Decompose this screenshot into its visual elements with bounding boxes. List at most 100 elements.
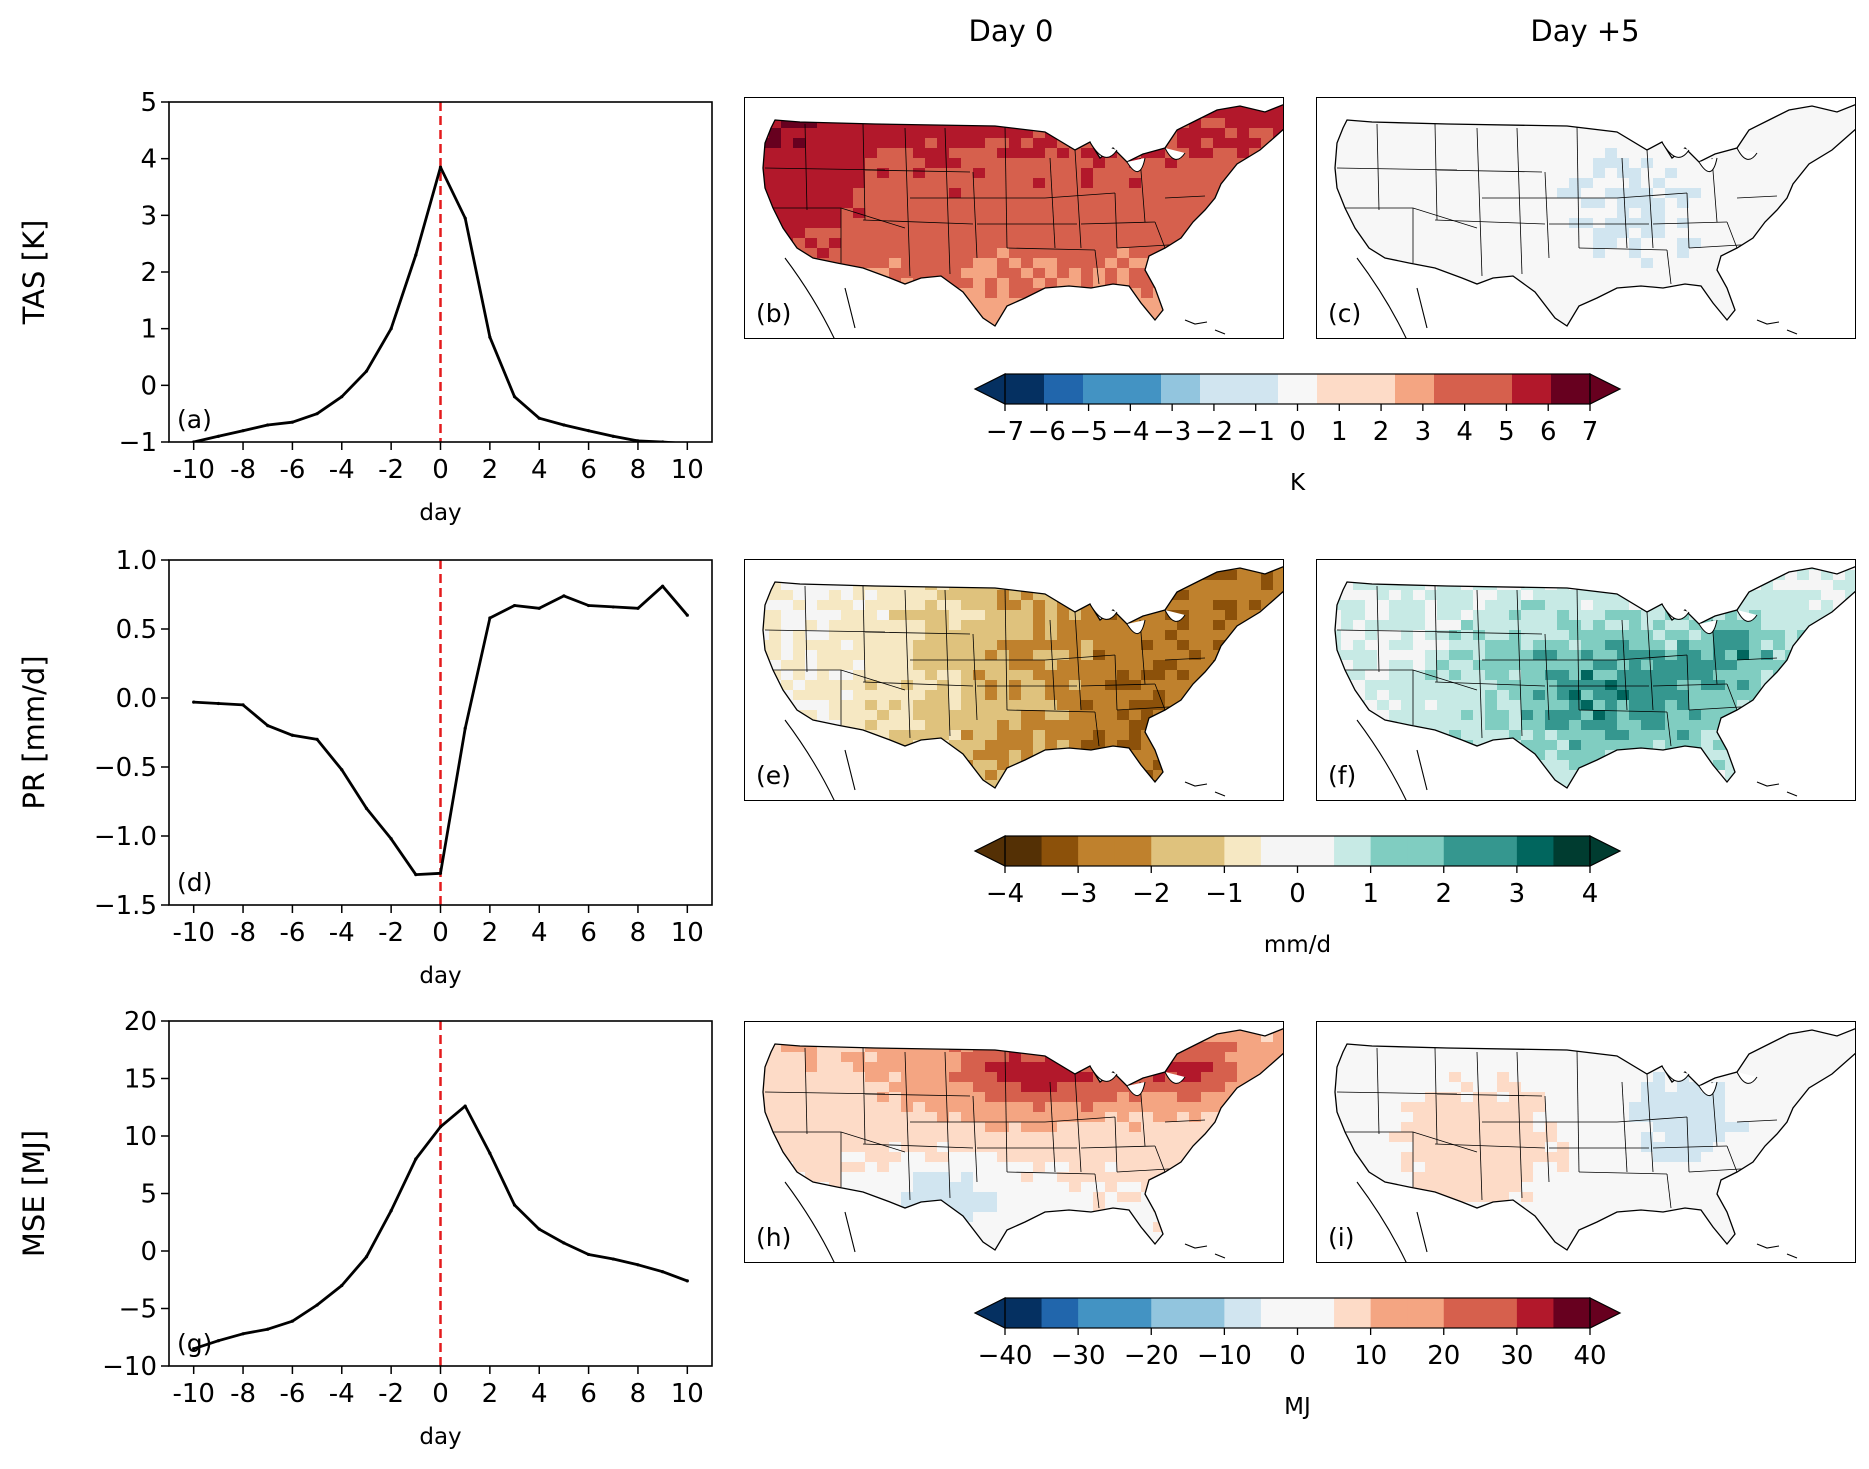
colorbar-bin-cb1: [1434, 374, 1474, 404]
mexico-coast-e: [784, 719, 856, 800]
colorbar-label-cb2: mm/d: [1264, 932, 1331, 958]
x-tick-label-d: -10: [172, 918, 214, 948]
colorbar-extend-high-cb3: [1589, 1297, 1622, 1329]
data-point-d: [216, 701, 220, 706]
panel-label-h: (h): [756, 1223, 792, 1252]
y-tick-label-d: 0.5: [116, 615, 157, 645]
colorbar-bin-cb3: [1297, 1298, 1335, 1328]
data-point-a: [586, 429, 591, 433]
colorbar-bin-cb2: [1297, 836, 1335, 866]
x-tick-label-d: 2: [482, 918, 499, 948]
colorbar-tick-label-cb1: 6: [1540, 417, 1557, 447]
data-point-g: [661, 1270, 665, 1274]
y-tick-label-g: −5: [119, 1295, 157, 1325]
x-tick-label-d: -6: [279, 918, 305, 948]
x-tick-label-a: 4: [531, 455, 548, 485]
data-point-g: [488, 1151, 492, 1155]
x-tick-label-d: -8: [230, 918, 256, 948]
colorbar-tick-label-cb1: −6: [1028, 417, 1066, 447]
data-point-d: [290, 733, 295, 737]
x-tick-label-d: 8: [630, 918, 647, 948]
great-lakes-b: [1089, 141, 1186, 172]
x-tick-label-g: 4: [531, 1379, 548, 1409]
colorbar-bin-cb1: [1239, 374, 1279, 404]
colorbar-tick-label-cb3: 30: [1500, 1341, 1533, 1371]
caribbean-islands-i: [1756, 1243, 1798, 1259]
colorbar-label-cb3: MJ: [1284, 1394, 1311, 1420]
great-lakes-i: [1661, 1065, 1758, 1096]
line-chart-d: −1.5 −1.0 −0.5 0.0 0.5 1.0 -10 -8 -6 -4 -2 0 2 4 6 8 10 d…: [17, 546, 713, 989]
panel-label-i: (i): [1328, 1223, 1355, 1252]
panel-label-d: (d): [177, 868, 212, 897]
data-point-d: [685, 613, 689, 617]
y-axis-label-a: TAS [K]: [17, 220, 51, 326]
y-tick-label-a: 0: [140, 371, 157, 401]
colorbar-bin-cb2: [1370, 836, 1408, 866]
colorbar-cb2: −4 −3 −2 −1 0 1 2 3 4 mm/d: [973, 835, 1622, 958]
colorbar-bin-cb3: [1407, 1298, 1445, 1328]
coastline-b: [762, 104, 1283, 327]
x-tick-label-d: -2: [378, 918, 404, 948]
colorbar-bin-cb1: [1005, 374, 1045, 404]
x-tick-label-g: 0: [432, 1379, 449, 1409]
data-point-d: [636, 606, 640, 610]
data-point-g: [216, 1339, 220, 1343]
coastline-c: [1334, 104, 1855, 327]
data-point-d: [192, 700, 196, 704]
colorbar-tick-label-cb2: 3: [1509, 879, 1526, 909]
data-point-d: [389, 837, 393, 841]
x-tick-label-g: 2: [482, 1379, 499, 1409]
x-tick-label-a: 6: [580, 455, 597, 485]
data-point-d: [488, 616, 492, 620]
colorbar-bin-cb3: [1005, 1298, 1043, 1328]
mexico-coast-b: [784, 257, 856, 338]
data-point-d: [611, 605, 615, 609]
coastline-f: [1334, 566, 1855, 789]
colorbar-tick-label-cb1: 5: [1498, 417, 1515, 447]
data-point-a: [364, 369, 369, 373]
data-point-a: [414, 253, 418, 257]
colorbar-tick-label-cb1: −3: [1153, 417, 1191, 447]
colorbar-bin-cb2: [1224, 836, 1262, 866]
data-point-g: [438, 1125, 443, 1129]
colorbar-tick-label-cb3: −10: [1197, 1341, 1252, 1371]
colorbar-bin-cb3: [1480, 1298, 1518, 1328]
colorbar-tick-label-cb3: 10: [1354, 1341, 1387, 1371]
colorbar-tick-label-cb2: −3: [1059, 879, 1097, 909]
x-tick-label-g: -2: [378, 1379, 404, 1409]
x-axis-label-g: day: [419, 1424, 461, 1450]
colorbar-bin-cb2: [1516, 836, 1555, 866]
colorbar-tick-label-cb2: 1: [1362, 879, 1379, 909]
x-tick-label-a: 8: [630, 455, 647, 485]
coastline-h: [762, 1028, 1283, 1251]
data-point-d: [661, 584, 665, 588]
colorbar-bin-cb1: [1551, 374, 1591, 404]
colorbar-bin-cb2: [1407, 836, 1445, 866]
map-panel-b: (b): [744, 97, 1284, 339]
data-point-a: [537, 416, 541, 420]
x-tick-label-g: -10: [172, 1379, 214, 1409]
colorbar-bin-cb1: [1083, 374, 1123, 404]
colorbar-bin-cb3: [1078, 1298, 1116, 1328]
mexico-coast-i: [1356, 1181, 1428, 1262]
coastline-e: [762, 566, 1283, 789]
colorbar-tick-label-cb1: −4: [1111, 417, 1149, 447]
y-tick-label-g: 10: [124, 1122, 157, 1152]
data-point-a: [315, 412, 319, 416]
map-panel-c: (c): [1316, 97, 1856, 339]
x-tick-label-g: -6: [279, 1379, 305, 1409]
x-tick-label-g: -4: [329, 1379, 355, 1409]
y-tick-label-a: 4: [140, 145, 157, 175]
state-boundaries-i: [1336, 1047, 1778, 1209]
colorbar-tick-label-cb1: 2: [1373, 417, 1390, 447]
data-point-g: [512, 1203, 517, 1207]
colorbar-tick-label-cb2: 2: [1435, 879, 1452, 909]
colorbar-bin-cb1: [1512, 374, 1552, 404]
data-point-d: [537, 606, 541, 610]
data-point-g: [266, 1327, 270, 1331]
line-chart-g: −10 −5 0 5 10 15 20 -10 -8 -6 -4 -2 0 2 4 6 8 10 day MSE [M…: [17, 1007, 713, 1450]
plot-frame-a: [168, 101, 713, 443]
data-point-g: [389, 1209, 393, 1213]
